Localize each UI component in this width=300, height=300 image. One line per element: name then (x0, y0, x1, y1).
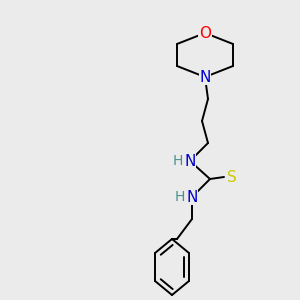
Text: N: N (199, 70, 211, 85)
Text: H: H (173, 154, 183, 168)
Text: O: O (199, 26, 211, 40)
Text: N: N (184, 154, 196, 169)
Text: N: N (186, 190, 198, 205)
Text: S: S (227, 169, 237, 184)
Text: H: H (175, 190, 185, 204)
